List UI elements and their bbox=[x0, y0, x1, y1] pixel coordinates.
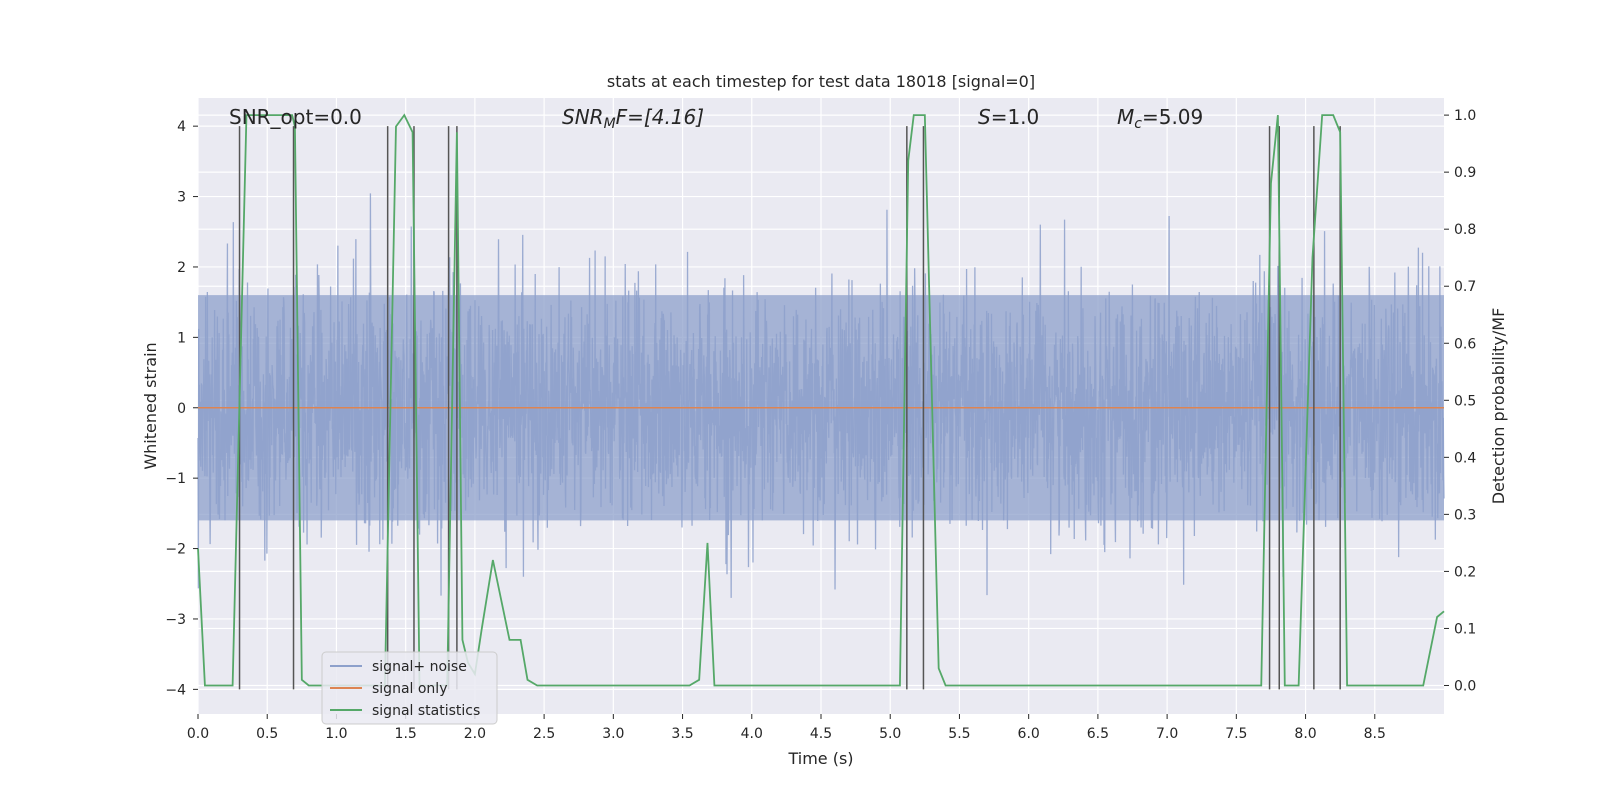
x-tick-label: 0.5 bbox=[256, 726, 278, 742]
legend: signal+ noise signal only signal statistic… bbox=[321, 651, 498, 725]
x-tick-label: 8.0 bbox=[1294, 726, 1316, 742]
y-left-tick-label: 2 bbox=[177, 260, 186, 276]
x-tick-label: 4.0 bbox=[741, 726, 763, 742]
chart-title: stats at each timestep for test data 180… bbox=[607, 72, 1035, 91]
y-left-tick-label: 3 bbox=[177, 190, 186, 206]
right-y-axis-ticks: 1.0 0.9 0.8 0.7 0.6 0.5 0.4 0.3 0.2 0.1 0.0 bbox=[1444, 108, 1476, 694]
x-tick-label: 4.5 bbox=[810, 726, 832, 742]
y-right-tick-label: 0.4 bbox=[1454, 450, 1476, 466]
x-tick-label: 7.0 bbox=[1156, 726, 1178, 742]
y-right-tick-label: 0.9 bbox=[1454, 165, 1476, 181]
y-right-tick-label: 0.7 bbox=[1454, 279, 1476, 295]
y-left-tick-label: −1 bbox=[165, 471, 186, 487]
y-right-tick-label: 0.1 bbox=[1454, 621, 1476, 637]
annotation-mc-symbol: M bbox=[1117, 105, 1134, 129]
x-axis-label: Time (s) bbox=[787, 749, 853, 768]
annotation-snr-mf-subscript: M bbox=[604, 116, 616, 132]
legend-label: signal statistics bbox=[372, 703, 480, 719]
x-tick-label: 0.0 bbox=[187, 726, 209, 742]
y-right-tick-label: 0.3 bbox=[1454, 507, 1476, 523]
y-right-tick-label: 0.0 bbox=[1454, 678, 1476, 694]
x-tick-label: 1.0 bbox=[325, 726, 347, 742]
y-right-tick-label: 0.8 bbox=[1454, 222, 1476, 238]
legend-label: signal+ noise bbox=[372, 659, 467, 675]
right-y-axis-label: Detection probability/MF bbox=[1489, 308, 1508, 505]
annotation-mc-subscript: c bbox=[1134, 116, 1142, 132]
x-tick-label: 5.0 bbox=[879, 726, 901, 742]
legend-box bbox=[321, 651, 498, 725]
x-tick-label: 6.0 bbox=[1018, 726, 1040, 742]
y-left-tick-label: −3 bbox=[165, 612, 186, 628]
x-axis-ticks: 0.0 0.5 1.0 1.5 2.0 2.5 3.0 3.5 4.0 4.5 5.0 5.5 6.0 6… bbox=[187, 714, 1386, 742]
x-tick-label: 6.5 bbox=[1087, 726, 1109, 742]
x-tick-label: 3.5 bbox=[671, 726, 693, 742]
x-tick-label: 3.0 bbox=[602, 726, 624, 742]
annotation-snr-mf: SNRMF=[4.16] bbox=[562, 105, 704, 132]
y-right-tick-label: 0.5 bbox=[1454, 393, 1476, 409]
y-left-tick-label: 4 bbox=[177, 119, 186, 135]
annotation-s-symbol: S bbox=[978, 105, 991, 129]
y-left-tick-label: −4 bbox=[165, 682, 186, 698]
annotation-mc: Mc=5.09 bbox=[1117, 105, 1203, 132]
x-tick-label: 5.5 bbox=[948, 726, 970, 742]
annotation-snr-mf-value: F=[4.16] bbox=[616, 105, 704, 129]
annotation-mc-value: =5.09 bbox=[1142, 105, 1203, 129]
x-tick-label: 1.5 bbox=[395, 726, 417, 742]
y-right-tick-label: 1.0 bbox=[1454, 108, 1476, 124]
left-y-axis-label: Whitened strain bbox=[141, 342, 160, 469]
x-tick-label: 8.5 bbox=[1364, 726, 1386, 742]
y-right-tick-label: 0.2 bbox=[1454, 564, 1476, 580]
annotation-s: S=1.0 bbox=[978, 105, 1039, 129]
y-right-tick-label: 0.6 bbox=[1454, 336, 1476, 352]
x-tick-label: 2.0 bbox=[464, 726, 486, 742]
legend-label: signal only bbox=[372, 681, 447, 697]
annotation-snr-mf-symbol: SNR bbox=[562, 105, 604, 129]
annotation-s-value: =1.0 bbox=[991, 105, 1040, 129]
y-left-tick-label: −2 bbox=[165, 542, 186, 558]
x-tick-label: 2.5 bbox=[533, 726, 555, 742]
x-tick-label: 7.5 bbox=[1225, 726, 1247, 742]
y-left-tick-label: 1 bbox=[177, 330, 186, 346]
y-left-tick-label: 0 bbox=[177, 401, 186, 417]
annotation-snr-opt: SNR_opt=0.0 bbox=[229, 105, 362, 129]
left-y-axis-ticks: 4 3 2 1 0 −1 −2 −3 −4 bbox=[165, 119, 198, 698]
